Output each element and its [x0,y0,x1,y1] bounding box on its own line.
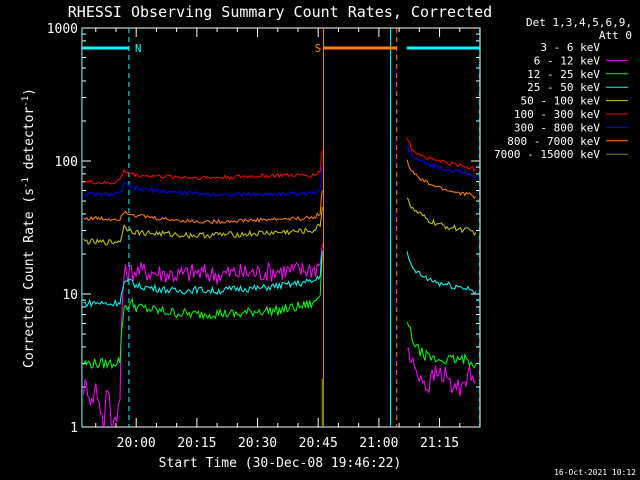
series-line-25-50keV [406,251,477,296]
y-label-mid: detector [22,107,37,178]
series-line-300-800keV [406,145,477,179]
x-tick-label: 20:00 [117,436,156,451]
chart-title: RHESSI Observing Summary Count Rates, Co… [68,3,492,21]
series-line-100-300keV [406,138,477,172]
legend-label: 100 - 300 keV [514,108,600,121]
plot-area: 1 10 100 1000 20:00 20:15 20:30 20:45 21:00 21:15… [47,22,481,451]
legend-label: 6 - 12 keV [534,54,601,67]
y-tick-label: 100 [55,155,78,170]
legend-header-line1: Det 1,3,4,5,6,9, [526,16,632,29]
series-line-6-12keV [406,347,477,397]
series-line-3-6keV [123,309,323,340]
legend-label: 12 - 25 keV [527,68,600,81]
annotation-label: N [135,42,142,55]
series-line-6-12keV [83,243,323,427]
series-line-300-800keV [83,163,323,198]
series-line-12-25keV [406,321,477,369]
plot-frame [81,27,481,428]
legend-label: 7000 - 15000 keV [494,148,600,161]
x-tick-label: 21:00 [359,436,398,451]
series-line-800-7000keV [83,190,323,225]
x-tick-label: 21:15 [420,436,459,451]
series-line-50-100keV [83,207,323,246]
legend-label: 800 - 7000 keV [507,135,600,148]
legend-label: 3 - 6 keV [540,41,600,54]
x-tick-label: 20:45 [299,436,338,451]
x-tick-label: 20:30 [238,436,277,451]
series-line-12-25keV [83,253,323,370]
y-label-sup1: -1 [21,177,31,188]
y-tick-label: 1000 [47,22,78,37]
y-tick-label: 1 [70,421,78,436]
legend-header-line2: Att 0 [599,29,632,42]
y-axis-label: Corrected Count Rate (s-1 detector-1) [21,88,37,368]
annotation-label: S [315,42,322,55]
series-line-100-300keV [83,150,323,185]
data-layer [82,28,480,427]
y-tick-label: 10 [62,288,78,303]
footer-timestamp: 16-Oct-2021 10:12 [554,468,636,477]
series-line-25-50keV [83,251,323,308]
legend-label: 25 - 50 keV [527,81,600,94]
x-axis-label: Start Time (30-Dec-08 19:46:22) [159,456,402,471]
legend-label: 50 - 100 keV [521,95,601,108]
y-label-pre: Corrected Count Rate (s [22,188,37,368]
y-label-sup2: -1 [21,96,31,107]
y-label-post: ) [22,88,37,96]
series-line-50-100keV [406,197,477,236]
legend-label: 300 - 800 keV [514,121,600,134]
x-tick-label: 20:15 [177,436,216,451]
series-line-800-7000keV [406,159,477,199]
